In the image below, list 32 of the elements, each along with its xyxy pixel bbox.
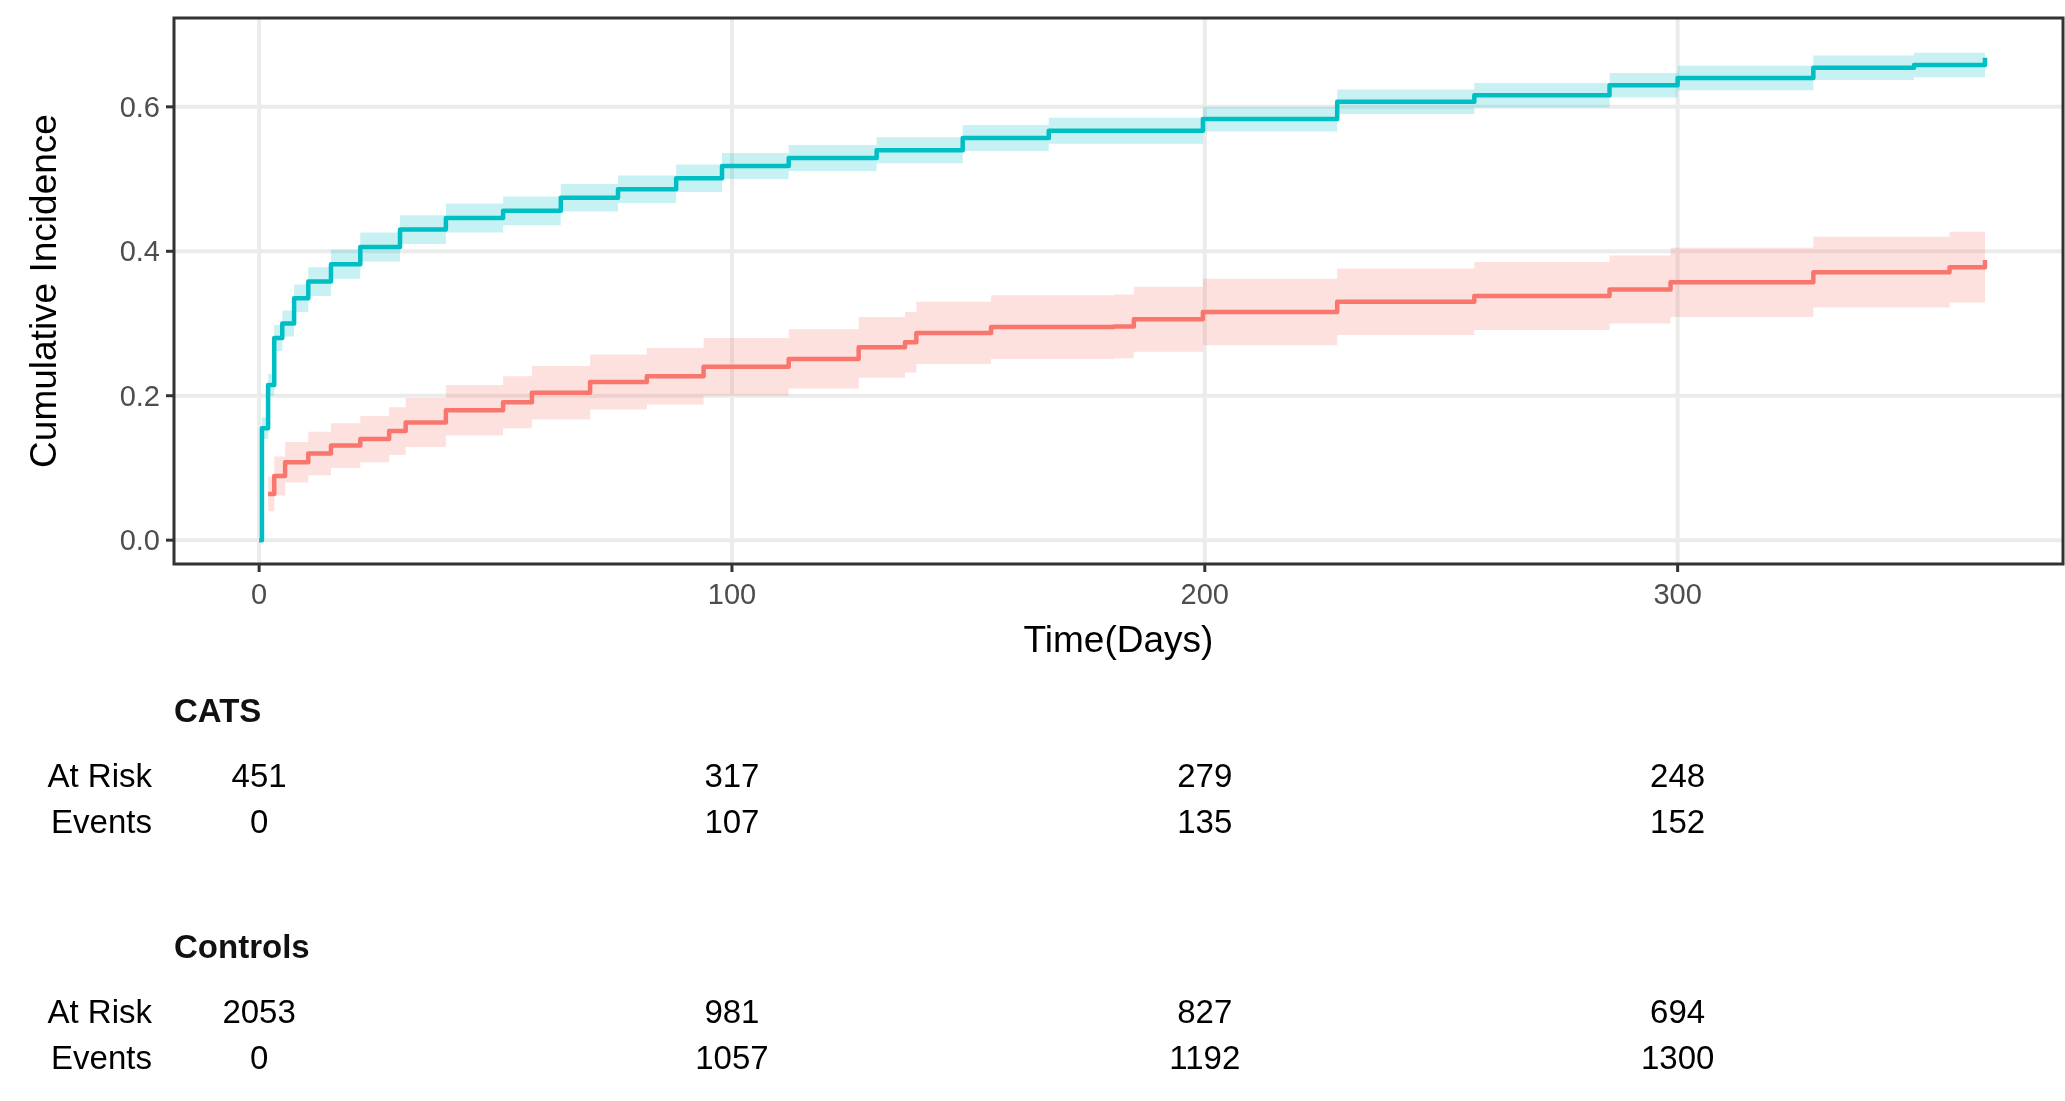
text: Events bbox=[51, 803, 152, 840]
text: Events bbox=[51, 1039, 152, 1076]
text: 135 bbox=[1177, 803, 1233, 840]
text: 981 bbox=[704, 993, 760, 1030]
x-tick-label: 300 bbox=[1653, 578, 1702, 610]
y-axis-title: Cumulative Incidence bbox=[23, 114, 64, 468]
text: At Risk bbox=[47, 757, 153, 794]
text: 1300 bbox=[1640, 1039, 1715, 1076]
text: 2053 bbox=[222, 993, 296, 1030]
text: 694 bbox=[1650, 993, 1706, 1030]
x-tick-label: 0 bbox=[251, 578, 268, 610]
text: At Risk bbox=[47, 993, 153, 1030]
text: 1192 bbox=[1169, 1039, 1241, 1076]
text: 248 bbox=[1650, 757, 1706, 794]
x-tick-label: 200 bbox=[1180, 578, 1229, 610]
text: CATS bbox=[174, 692, 262, 729]
y-tick-label: 0.6 bbox=[119, 90, 160, 123]
text: 827 bbox=[1177, 993, 1233, 1030]
y-tick-label: 0.0 bbox=[119, 524, 160, 557]
text: Controls bbox=[174, 928, 310, 965]
text: 152 bbox=[1650, 803, 1706, 840]
text: 451 bbox=[231, 757, 287, 794]
x-axis-title: Time(Days) bbox=[1023, 619, 1214, 660]
x-tick-label: 100 bbox=[707, 578, 757, 610]
text: 279 bbox=[1177, 757, 1233, 794]
text: 1057 bbox=[695, 1039, 769, 1076]
text: 0 bbox=[249, 803, 269, 840]
text: 0 bbox=[249, 1039, 269, 1076]
y-tick-label: 0.4 bbox=[119, 235, 160, 268]
y-tick-label: 0.2 bbox=[119, 379, 160, 412]
text: 107 bbox=[704, 803, 760, 840]
text: 317 bbox=[704, 757, 760, 794]
